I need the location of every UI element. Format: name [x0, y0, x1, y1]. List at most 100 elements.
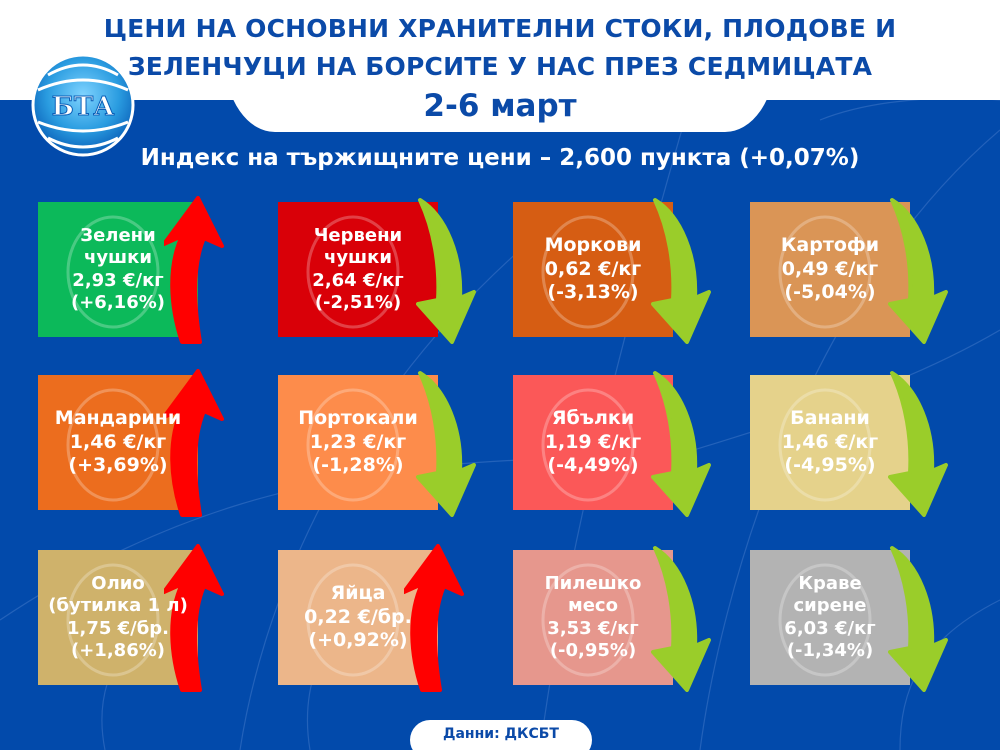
product-card: Портокали 1,23 €/кг (-1,28%) — [278, 371, 476, 517]
card-text: Червени чушки 2,64 €/кг (-2,51%) — [278, 202, 438, 337]
orange-icon — [288, 380, 418, 505]
date-range: 2-6 март — [423, 88, 577, 124]
product-name: Моркови — [544, 233, 642, 256]
product-card: Моркови 0,62 €/кг (-3,13%) — [513, 198, 711, 344]
price-change: (-1,34%) — [786, 640, 874, 661]
svg-text:БТА: БТА — [52, 92, 115, 122]
product-name: Ябълки — [551, 406, 635, 429]
product-price: 2,64 €/кг — [312, 269, 404, 291]
product-price: 1,46 €/кг — [69, 430, 167, 453]
price-change: (+6,16%) — [71, 292, 165, 313]
banana-icon — [760, 380, 890, 505]
card-text: Зелени чушки 2,93 €/кг (+6,16%) — [38, 202, 198, 337]
card-text: Пилешко месо 3,53 €/кг (-0,95%) — [513, 550, 673, 685]
card-background — [513, 202, 673, 337]
page-title-line-2: ЗЕЛЕНЧУЦИ НА БОРСИТЕ У НАС ПРЕЗ СЕДМИЦАТ… — [127, 52, 873, 81]
oil-bottle-icon — [48, 555, 178, 680]
product-name: Картофи — [780, 233, 880, 256]
apple-icon — [523, 380, 653, 505]
product-name: Олио — [91, 572, 145, 594]
product-price: 1,75 €/бр. — [66, 617, 170, 639]
product-name-line-2: (бутилка 1 л) — [48, 595, 188, 616]
card-text: Ябълки 1,19 €/кг (-4,49%) — [513, 375, 673, 510]
product-price: 1,46 €/кг — [781, 430, 879, 453]
card-background — [750, 202, 910, 337]
product-card: Червени чушки 2,64 €/кг (-2,51%) — [278, 198, 476, 344]
product-name: Мандарини — [54, 406, 182, 429]
product-name: Зелени — [80, 224, 156, 246]
product-card: Банани 1,46 €/кг (-4,95%) — [750, 371, 948, 517]
carrot-icon — [523, 207, 653, 332]
product-price: 1,19 €/кг — [544, 430, 642, 453]
bta-logo-icon: БТА — [31, 53, 135, 157]
product-price: 3,53 €/кг — [547, 617, 639, 639]
arrow-up-icon — [162, 369, 224, 517]
price-change: (-5,04%) — [784, 281, 876, 304]
page-title-line-1: ЦЕНИ НА ОСНОВНИ ХРАНИТЕЛНИ СТОКИ, ПЛОДОВ… — [103, 14, 897, 43]
product-card: Ябълки 1,19 €/кг (-4,49%) — [513, 371, 711, 517]
pepper-icon — [48, 207, 178, 332]
product-card: Олио (бутилка 1 л) 1,75 €/бр. (+1,86%) — [38, 544, 224, 692]
card-text: Картофи 0,49 €/кг (-5,04%) — [750, 202, 910, 337]
arrow-down-icon — [651, 544, 711, 692]
product-name-line-2: месо — [568, 595, 618, 616]
product-price: 6,03 €/кг — [784, 617, 876, 639]
card-background — [750, 375, 910, 510]
product-name-line-2: сирене — [793, 595, 867, 616]
product-card: Краве сирене 6,03 €/кг (-1,34%) — [750, 546, 948, 692]
arrow-down-icon — [416, 196, 476, 344]
price-change: (-2,51%) — [314, 292, 402, 313]
tangerine-icon — [48, 380, 178, 505]
card-text: Моркови 0,62 €/кг (-3,13%) — [513, 202, 673, 337]
card-text: Краве сирене 6,03 €/кг (-1,34%) — [750, 550, 910, 685]
cheese-icon — [760, 555, 890, 680]
product-card: Яйца 0,22 €/бр. (+0,92%) — [278, 544, 464, 692]
arrow-down-icon — [651, 369, 711, 517]
arrow-down-icon — [888, 196, 948, 344]
product-card: Картофи 0,49 €/кг (-5,04%) — [750, 198, 948, 344]
arrow-down-icon — [888, 544, 948, 692]
price-change: (-4,49%) — [547, 454, 639, 477]
product-price: 1,23 €/кг — [309, 430, 407, 453]
product-name: Портокали — [298, 406, 418, 429]
product-card: Пилешко месо 3,53 €/кг (-0,95%) — [513, 546, 711, 692]
card-text: Мандарини 1,46 €/кг (+3,69%) — [38, 375, 198, 510]
egg-icon — [288, 555, 418, 680]
price-change: (+1,86%) — [71, 640, 165, 661]
product-price: 0,49 €/кг — [781, 257, 879, 280]
card-background — [750, 550, 910, 685]
card-text: Яйца 0,22 €/бр. (+0,92%) — [278, 550, 438, 685]
pepper-icon — [288, 207, 418, 332]
price-change: (-4,95%) — [784, 454, 876, 477]
product-name-line-2: чушки — [83, 247, 153, 268]
card-text: Портокали 1,23 €/кг (-1,28%) — [278, 375, 438, 510]
product-name: Червени — [313, 224, 403, 246]
price-change: (-0,95%) — [549, 640, 637, 661]
market-price-index: Индекс на тържищните цени – 2,600 пункта… — [140, 145, 860, 171]
product-name: Краве — [798, 572, 862, 594]
header-date-tab — [225, 60, 775, 132]
chicken-icon — [523, 555, 653, 680]
card-background — [278, 375, 438, 510]
product-name: Пилешко — [544, 572, 642, 594]
product-price: 0,22 €/бр. — [304, 605, 412, 628]
price-change: (+0,92%) — [308, 629, 408, 652]
product-card: Зелени чушки 2,93 €/кг (+6,16%) — [38, 196, 224, 344]
card-background — [513, 550, 673, 685]
arrow-up-icon — [402, 544, 464, 692]
product-name: Банани — [790, 406, 870, 429]
arrow-up-icon — [162, 544, 224, 692]
price-change: (-3,13%) — [547, 281, 639, 304]
product-name: Яйца — [330, 581, 386, 604]
arrow-up-icon — [162, 196, 224, 344]
card-text: Банани 1,46 €/кг (-4,95%) — [750, 375, 910, 510]
data-source: Данни: ДКСБТ — [443, 726, 559, 742]
price-change: (+3,69%) — [68, 454, 168, 477]
product-price: 0,62 €/кг — [544, 257, 642, 280]
product-name-line-2: чушки — [323, 247, 393, 268]
card-background — [513, 375, 673, 510]
arrow-down-icon — [888, 369, 948, 517]
product-card: Мандарини 1,46 €/кг (+3,69%) — [38, 369, 224, 517]
potato-icon — [760, 207, 890, 332]
arrow-down-icon — [416, 369, 476, 517]
